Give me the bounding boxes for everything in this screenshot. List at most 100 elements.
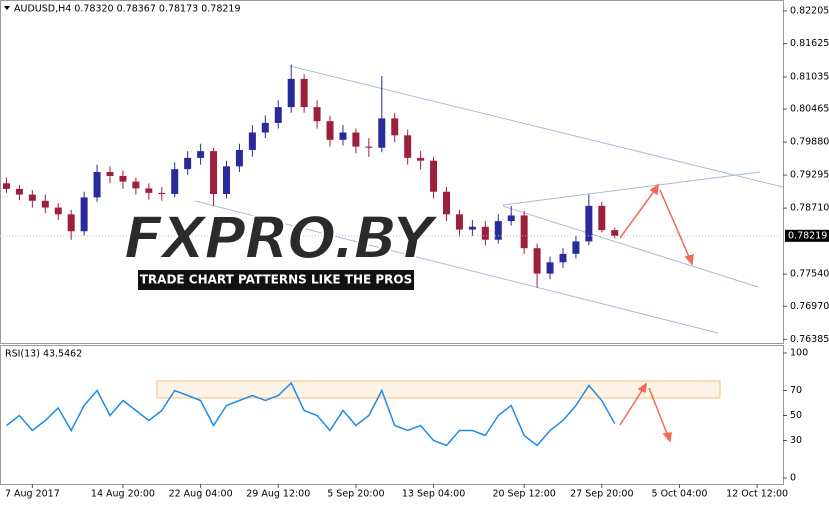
arrow	[648, 387, 669, 437]
candle-body	[41, 200, 49, 208]
candle-body	[533, 248, 541, 274]
arrow-head	[662, 432, 672, 443]
candle-body	[93, 172, 101, 198]
channel-line	[194, 200, 719, 334]
x-tick-label: 22 Aug 04:00	[169, 489, 233, 500]
y-tick-label: 30	[790, 435, 802, 446]
candle-body	[313, 107, 321, 122]
candle-body	[326, 121, 334, 140]
arrow	[619, 388, 644, 426]
candle-body	[235, 149, 243, 167]
rsi-panel	[0, 345, 784, 485]
arrow-head	[637, 382, 647, 394]
candle-body	[106, 172, 114, 176]
candle-body	[80, 197, 88, 232]
y-tick-label: 0.78710	[790, 203, 829, 214]
candle-body	[261, 122, 269, 133]
rsi-line	[6, 381, 616, 447]
x-tick-label: 27 Sep 20:00	[570, 489, 633, 500]
candle-body	[210, 151, 218, 195]
candle-body	[54, 207, 62, 215]
candle-body	[67, 214, 75, 232]
candle-body	[222, 166, 230, 195]
candle-body	[287, 78, 295, 108]
y-tick-label: 0	[790, 473, 796, 484]
x-tick-label: 13 Sep 04:00	[402, 489, 465, 500]
watermark-subtitle: TRADE CHART PATTERNS LIKE THE PROS	[140, 273, 413, 287]
candle-body	[468, 226, 476, 230]
candle-body	[274, 107, 282, 123]
y-tick-label: 0.76385	[790, 334, 829, 345]
channel-line	[289, 65, 784, 188]
candle-body	[365, 146, 373, 148]
candle-body	[158, 192, 166, 195]
arrows	[619, 183, 694, 443]
y-tick-label: 0.79295	[790, 170, 829, 181]
y-tick-label: 0.81035	[790, 71, 829, 82]
chart-title: AUDUSD,H4 0.78320 0.78367 0.78173 0.7821…	[14, 4, 241, 15]
candle-body	[572, 241, 580, 254]
x-tick-label: 14 Aug 20:00	[91, 489, 155, 500]
last-price-label: 0.78219	[788, 230, 827, 241]
rsi-title: RSI(13) 43.5462	[5, 349, 82, 360]
candle-body	[2, 183, 10, 189]
candle-body	[300, 78, 308, 108]
y-tick-label: 0.82205	[790, 5, 829, 16]
x-tick-label: 5 Oct 04:00	[652, 489, 708, 500]
arrow-head	[649, 183, 659, 196]
candle-body	[119, 175, 127, 182]
y-tick-label: 0.81625	[790, 38, 829, 49]
channel-line	[502, 205, 759, 288]
x-tick-label: 5 Sep 20:00	[327, 489, 384, 500]
channel-line	[502, 171, 761, 206]
candle-body	[339, 132, 347, 140]
candle-body	[455, 214, 463, 230]
watermark-band	[138, 270, 414, 290]
candle-body	[546, 262, 554, 274]
candle-body	[520, 215, 528, 249]
marks: 0.82205 0.81625 0.81035 0.80465 0.79880 0.792…	[0, 5, 829, 500]
x-tick-label: 12 Oct 12:00	[726, 489, 788, 500]
candle-body	[15, 188, 23, 195]
candle-body	[132, 181, 140, 189]
menu-icon	[4, 6, 10, 10]
watermark-title: FXPRO.BY	[124, 204, 440, 272]
y-tick-label: 0.77540	[790, 269, 829, 280]
rsi-zone	[156, 380, 721, 399]
candle-body	[197, 151, 205, 158]
candle-body	[145, 188, 153, 193]
y-tick-label: 50	[790, 410, 802, 421]
candle-body	[184, 157, 192, 170]
price-panel	[0, 0, 784, 344]
arrow	[619, 189, 656, 239]
candle-body	[378, 118, 386, 148]
watermark: FXPRO.BY TRADE CHART PATTERNS LIKE THE P…	[123, 203, 442, 290]
candle-body	[494, 221, 502, 240]
candle-body	[443, 191, 451, 215]
y-tick-label: 100	[790, 348, 808, 359]
candle-body	[417, 157, 425, 161]
x-tick-label: 29 Aug 12:00	[246, 489, 310, 500]
x-tick-label: 7 Aug 2017	[5, 489, 60, 500]
candle-body	[171, 169, 179, 195]
x-tick-label: 20 Sep 12:00	[492, 489, 555, 500]
trend-lines	[194, 65, 784, 334]
y-tick-label: 0.80465	[790, 104, 829, 115]
arrow	[659, 189, 691, 260]
candle-body	[481, 226, 489, 240]
arrow-head	[684, 253, 694, 266]
candle-body	[352, 132, 360, 147]
y-tick-label: 70	[790, 385, 802, 396]
candle-body	[430, 160, 438, 192]
candle-body	[391, 118, 399, 136]
candle-body	[585, 205, 593, 242]
candle-body	[248, 132, 256, 150]
candle-body	[404, 135, 412, 158]
candle-body	[28, 194, 36, 201]
candle-body	[598, 205, 606, 231]
candle-body	[507, 215, 515, 222]
candle-body	[611, 230, 619, 236]
y-tick-label: 0.76970	[790, 301, 829, 312]
